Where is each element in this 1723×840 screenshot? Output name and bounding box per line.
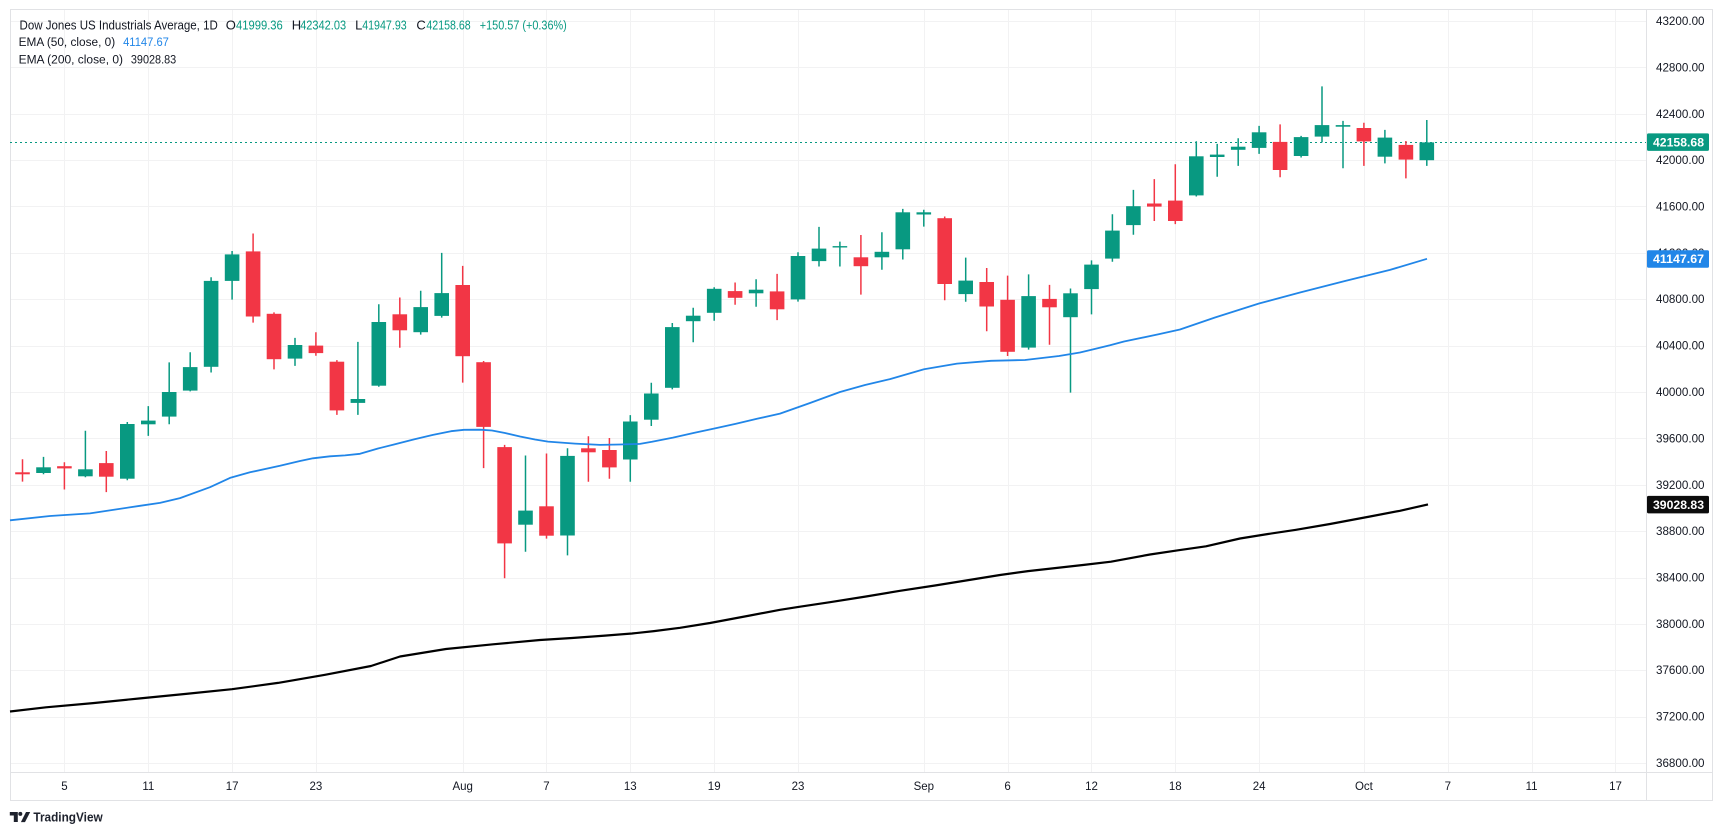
svg-text:38400.00: 38400.00 <box>1656 573 1705 585</box>
svg-text:6: 6 <box>1004 781 1010 793</box>
svg-text:41999.36: 41999.36 <box>236 17 283 32</box>
svg-text:42342.03: 42342.03 <box>300 17 346 32</box>
svg-text:7: 7 <box>1445 781 1451 793</box>
svg-text:+150.57 (+0.36%): +150.57 (+0.36%) <box>480 17 567 32</box>
svg-text:38000.00: 38000.00 <box>1656 619 1705 631</box>
svg-text:42800.00: 42800.00 <box>1656 62 1705 74</box>
svg-text:C: C <box>416 17 425 32</box>
svg-text:19: 19 <box>708 781 721 793</box>
svg-text:40000.00: 40000.00 <box>1656 387 1705 399</box>
svg-text:H: H <box>292 17 301 32</box>
svg-text:7: 7 <box>543 781 549 793</box>
svg-text:Sep: Sep <box>914 781 934 793</box>
svg-text:O: O <box>226 17 236 32</box>
svg-text:40400.00: 40400.00 <box>1656 341 1705 353</box>
svg-text:39600.00: 39600.00 <box>1656 433 1705 445</box>
svg-text:40800.00: 40800.00 <box>1656 294 1705 306</box>
svg-text:39200.00: 39200.00 <box>1656 480 1705 492</box>
svg-text:11: 11 <box>142 781 154 793</box>
svg-text:41600.00: 41600.00 <box>1656 202 1705 214</box>
svg-text:Aug: Aug <box>452 781 472 793</box>
svg-text:EMA (50, close, 0): EMA (50, close, 0) <box>19 35 116 49</box>
svg-text:18: 18 <box>1169 781 1182 793</box>
svg-text:43200.00: 43200.00 <box>1656 16 1705 28</box>
svg-text:17: 17 <box>226 781 239 793</box>
svg-text:42000.00: 42000.00 <box>1656 155 1705 167</box>
svg-text:5: 5 <box>61 781 67 793</box>
svg-text:42158.68: 42158.68 <box>1653 135 1704 149</box>
svg-text:23: 23 <box>310 781 323 793</box>
svg-text:42158.68: 42158.68 <box>426 17 470 32</box>
svg-text:EMA (200, close, 0): EMA (200, close, 0) <box>19 53 123 67</box>
svg-text:Dow Jones US Industrials Avera: Dow Jones US Industrials Average, 1D <box>20 17 218 32</box>
svg-text:41947.93: 41947.93 <box>362 17 407 32</box>
svg-text:12: 12 <box>1085 781 1098 793</box>
svg-text:37200.00: 37200.00 <box>1656 712 1705 724</box>
svg-text:38800.00: 38800.00 <box>1656 526 1705 538</box>
svg-text:11: 11 <box>1526 781 1538 793</box>
svg-text:TradingView: TradingView <box>33 811 103 825</box>
svg-text:24: 24 <box>1253 781 1266 793</box>
svg-text:37600.00: 37600.00 <box>1656 665 1705 677</box>
svg-text:Oct: Oct <box>1355 781 1374 793</box>
svg-text:23: 23 <box>792 781 805 793</box>
svg-text:13: 13 <box>624 781 637 793</box>
svg-text:36800.00: 36800.00 <box>1656 758 1705 770</box>
svg-text:17: 17 <box>1609 781 1622 793</box>
svg-text:L: L <box>355 17 362 32</box>
svg-text:39028.83: 39028.83 <box>1653 498 1704 512</box>
svg-text:41147.67: 41147.67 <box>1653 252 1704 266</box>
svg-text:39028.83: 39028.83 <box>131 53 176 67</box>
svg-text:41147.67: 41147.67 <box>123 35 169 49</box>
svg-text:42400.00: 42400.00 <box>1656 109 1705 121</box>
